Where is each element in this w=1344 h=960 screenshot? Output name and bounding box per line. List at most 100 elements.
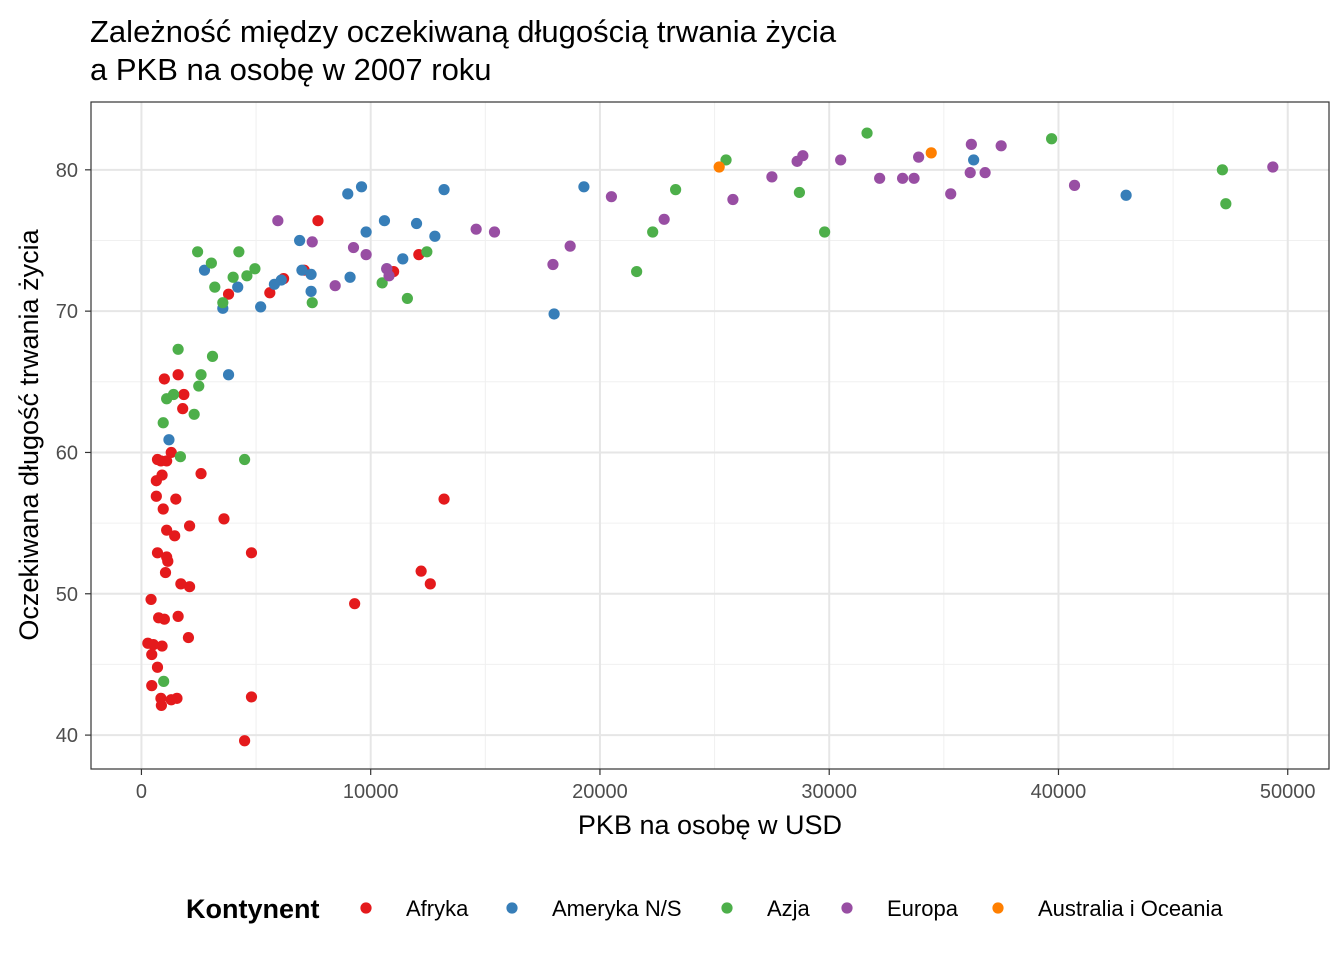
data-point bbox=[713, 161, 725, 173]
legend-label: Ameryka N/S bbox=[552, 896, 682, 921]
legend-key bbox=[992, 902, 1004, 914]
data-point bbox=[658, 213, 670, 225]
data-point bbox=[161, 524, 173, 536]
data-point bbox=[342, 188, 354, 200]
x-axis-ticks: 0 10000 20000 30000 40000 50000 bbox=[136, 769, 1316, 803]
grid-minor bbox=[91, 102, 1329, 769]
y-tick-label: 40 bbox=[56, 725, 78, 747]
data-point bbox=[239, 453, 251, 466]
data-point bbox=[488, 226, 501, 238]
data-point bbox=[174, 451, 187, 463]
data-point bbox=[147, 639, 159, 651]
data-point bbox=[175, 578, 187, 590]
chart-title-line-2: a PKB na osobę w 2007 roku bbox=[90, 52, 492, 87]
data-point bbox=[163, 434, 175, 446]
data-point bbox=[925, 147, 937, 159]
data-point bbox=[157, 503, 169, 515]
data-point bbox=[158, 373, 170, 385]
chart-title-line-1: Zależność między oczekiwaną długością tr… bbox=[90, 14, 837, 49]
x-tick-label: 0 bbox=[136, 781, 147, 803]
x-tick-label: 40000 bbox=[1031, 781, 1087, 803]
data-point bbox=[241, 270, 253, 282]
data-point bbox=[344, 271, 356, 283]
data-point bbox=[968, 154, 980, 166]
data-point bbox=[178, 388, 190, 401]
data-point bbox=[896, 172, 909, 184]
legend-label: Azja bbox=[767, 896, 811, 921]
data-point bbox=[995, 140, 1007, 152]
data-point bbox=[793, 186, 806, 199]
data-point bbox=[720, 154, 732, 166]
data-point bbox=[347, 241, 360, 254]
legend-key bbox=[841, 902, 853, 914]
data-point bbox=[183, 581, 196, 593]
data-point bbox=[155, 699, 167, 712]
data-point bbox=[766, 171, 778, 183]
data-point bbox=[979, 167, 991, 179]
data-points bbox=[142, 127, 1279, 747]
data-point bbox=[150, 475, 162, 487]
data-point bbox=[227, 271, 239, 283]
data-point bbox=[170, 493, 182, 505]
data-point bbox=[222, 369, 235, 381]
data-point bbox=[913, 151, 925, 163]
data-point bbox=[172, 343, 184, 355]
data-point bbox=[945, 188, 957, 200]
panel-background bbox=[91, 102, 1329, 769]
data-point bbox=[232, 281, 244, 293]
data-point bbox=[376, 277, 388, 289]
data-point bbox=[183, 520, 196, 532]
data-point bbox=[378, 215, 391, 227]
data-point bbox=[209, 281, 221, 293]
data-point bbox=[647, 226, 659, 238]
x-tick-label: 20000 bbox=[572, 781, 628, 803]
data-point bbox=[305, 285, 317, 297]
data-point bbox=[306, 297, 318, 309]
data-point bbox=[797, 150, 809, 162]
data-point bbox=[470, 223, 482, 235]
data-point bbox=[275, 274, 287, 286]
x-axis-title: PKB na osobę w USD bbox=[578, 810, 842, 840]
data-point bbox=[438, 493, 450, 505]
legend-key bbox=[506, 902, 518, 914]
data-point bbox=[578, 181, 590, 193]
legend-label: Afryka bbox=[406, 896, 469, 921]
data-point bbox=[188, 408, 200, 420]
data-point bbox=[145, 593, 157, 606]
y-tick-label: 70 bbox=[56, 301, 78, 323]
legend-title: Kontynent bbox=[186, 894, 319, 924]
data-point bbox=[151, 661, 164, 673]
data-point bbox=[296, 264, 308, 276]
data-point bbox=[157, 417, 169, 429]
data-point bbox=[161, 551, 173, 563]
data-point bbox=[819, 226, 831, 238]
data-point bbox=[165, 446, 177, 459]
data-point bbox=[908, 172, 920, 184]
data-point bbox=[438, 184, 450, 196]
data-point bbox=[564, 240, 576, 252]
data-point bbox=[424, 578, 436, 590]
data-point bbox=[964, 167, 976, 179]
y-tick-label: 80 bbox=[56, 160, 78, 182]
data-point bbox=[605, 191, 618, 203]
data-point bbox=[1068, 179, 1081, 191]
data-point bbox=[329, 280, 341, 292]
data-point bbox=[161, 455, 173, 467]
data-point bbox=[305, 268, 317, 281]
data-point bbox=[233, 246, 245, 258]
data-point bbox=[360, 249, 372, 261]
data-point bbox=[401, 292, 413, 305]
legend: Kontynent Afryka Ameryka N/S Azja Europa Aus… bbox=[186, 894, 1223, 924]
data-point bbox=[415, 565, 427, 577]
data-point bbox=[146, 648, 158, 661]
data-point bbox=[429, 230, 441, 242]
data-point bbox=[169, 530, 181, 542]
data-point bbox=[306, 236, 318, 248]
data-point bbox=[670, 184, 682, 196]
data-point bbox=[192, 246, 204, 258]
y-axis-ticks: 40 50 60 70 80 bbox=[56, 160, 91, 747]
data-point bbox=[312, 215, 324, 227]
x-tick-label: 10000 bbox=[343, 781, 399, 803]
